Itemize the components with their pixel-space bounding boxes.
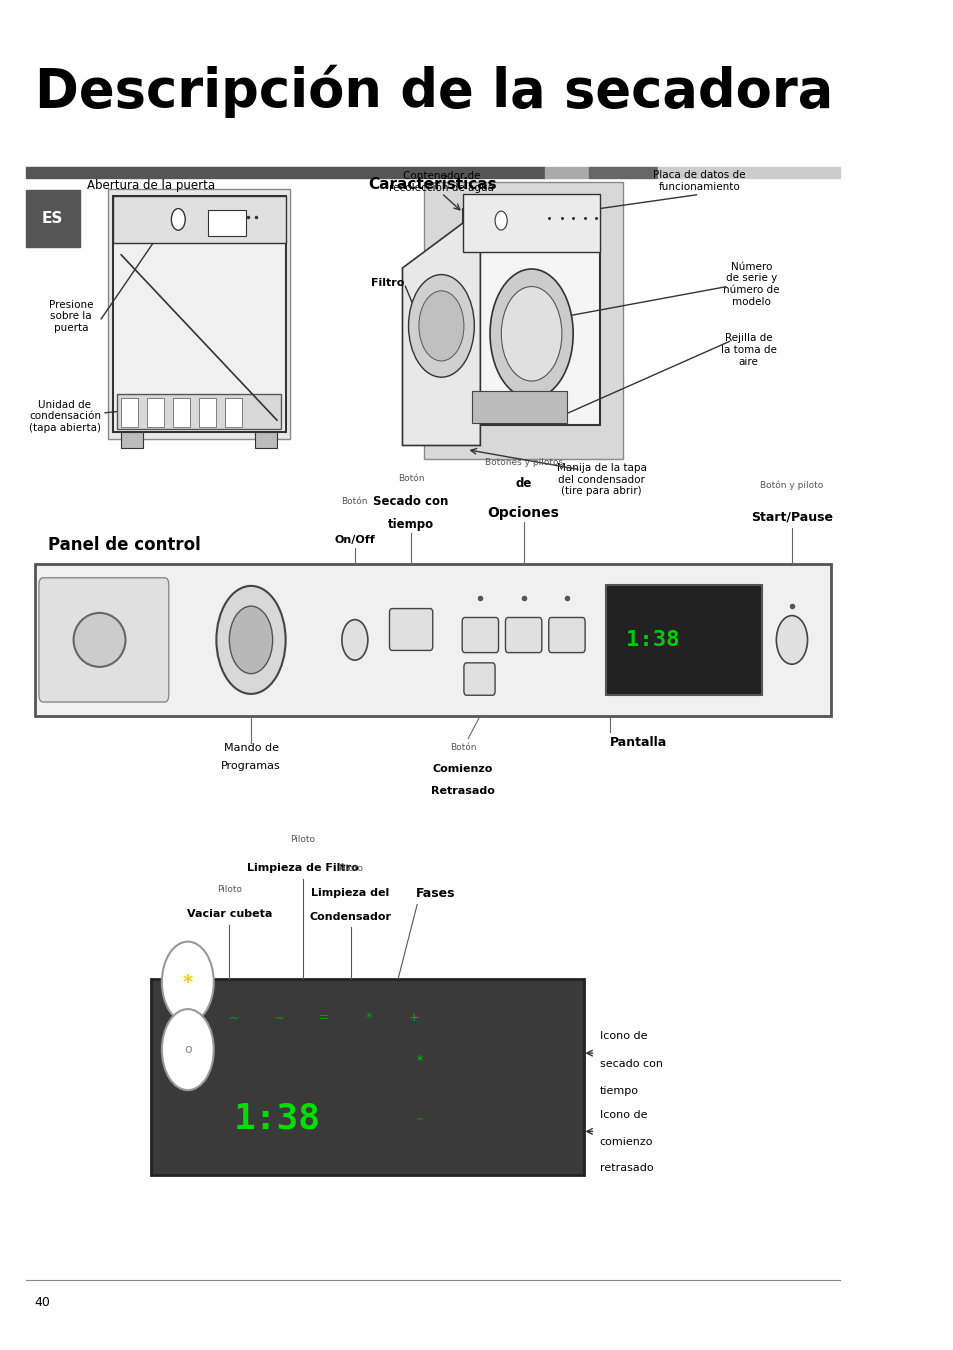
FancyBboxPatch shape: [461, 617, 498, 652]
Text: Botón y piloto: Botón y piloto: [760, 481, 822, 490]
FancyBboxPatch shape: [463, 663, 495, 695]
Circle shape: [490, 269, 573, 398]
Text: retrasado: retrasado: [599, 1164, 653, 1173]
Text: Presione
sobre la
puerta: Presione sobre la puerta: [49, 300, 93, 333]
Text: 1:38: 1:38: [625, 630, 679, 649]
Text: Retrasado: Retrasado: [431, 786, 495, 795]
Bar: [199, 398, 216, 427]
Bar: [471, 392, 566, 423]
Circle shape: [500, 286, 561, 381]
Bar: [121, 398, 138, 427]
Text: Vaciar cubeta: Vaciar cubeta: [187, 910, 272, 919]
Text: Número
de serie y
número de
modelo: Número de serie y número de modelo: [722, 262, 779, 306]
Text: 1:38: 1:38: [233, 1102, 320, 1135]
Text: Botón: Botón: [397, 474, 424, 483]
Text: Mando de: Mando de: [223, 743, 278, 752]
Text: ~: ~: [228, 1011, 238, 1025]
Circle shape: [216, 586, 285, 694]
Text: Opciones: Opciones: [487, 506, 559, 520]
Text: Botón: Botón: [449, 743, 476, 752]
Text: On/Off: On/Off: [335, 536, 375, 545]
Text: Panel de control: Panel de control: [48, 536, 200, 554]
Text: *: *: [183, 972, 193, 992]
Bar: [462, 194, 599, 252]
Text: *: *: [416, 1054, 422, 1068]
Text: 40: 40: [34, 1296, 51, 1310]
FancyBboxPatch shape: [505, 617, 541, 652]
Circle shape: [162, 942, 213, 1023]
Text: Limpieza de Filtro: Limpieza de Filtro: [247, 864, 358, 873]
Text: Programas: Programas: [221, 761, 280, 771]
Circle shape: [341, 620, 368, 660]
Bar: [545, 167, 588, 178]
Text: comienzo: comienzo: [599, 1137, 653, 1148]
Text: Piloto: Piloto: [337, 864, 363, 873]
Text: Icono de: Icono de: [599, 1031, 647, 1041]
Text: Filtro: Filtro: [371, 278, 404, 289]
Bar: [121, 432, 143, 448]
Text: Piloto: Piloto: [290, 834, 315, 844]
Bar: [34, 564, 830, 716]
FancyBboxPatch shape: [548, 617, 584, 652]
Bar: [225, 398, 242, 427]
Polygon shape: [402, 211, 480, 446]
Text: Abertura de la puerta: Abertura de la puerta: [87, 178, 214, 192]
Circle shape: [776, 616, 806, 664]
Text: de: de: [515, 477, 531, 490]
Text: Pantalla: Pantalla: [610, 736, 667, 749]
Bar: [26, 190, 79, 247]
Bar: [172, 398, 191, 427]
Text: Comienzo: Comienzo: [433, 764, 493, 774]
Text: ~: ~: [274, 1011, 284, 1025]
Text: Start/Pause: Start/Pause: [750, 510, 832, 524]
Text: ~: ~: [416, 1115, 423, 1125]
Text: Unidad de
condensación
(tapa abierta): Unidad de condensación (tapa abierta): [29, 400, 101, 433]
Bar: [255, 432, 276, 448]
Text: Limpieza del: Limpieza del: [311, 888, 389, 898]
Bar: [424, 182, 622, 459]
Text: ES: ES: [42, 211, 64, 227]
Circle shape: [162, 1010, 213, 1091]
Circle shape: [418, 290, 463, 360]
Text: Fases: Fases: [415, 887, 455, 900]
Circle shape: [495, 211, 507, 230]
Bar: [658, 167, 839, 178]
Text: secado con: secado con: [599, 1058, 662, 1069]
Text: Botón: Botón: [341, 497, 368, 506]
Bar: [116, 394, 281, 429]
Text: +: +: [408, 1011, 418, 1025]
Bar: [588, 167, 658, 178]
Circle shape: [172, 209, 185, 230]
Text: tiempo: tiempo: [388, 517, 434, 531]
Text: =: =: [318, 1011, 329, 1025]
Bar: [462, 209, 599, 425]
Bar: [112, 196, 285, 243]
Text: Manija de la tapa
del condensador
(tire para abrir): Manija de la tapa del condensador (tire …: [556, 463, 646, 497]
Text: Contenedor de
recolección de agua: Contenedor de recolección de agua: [389, 171, 494, 193]
Bar: [208, 209, 246, 236]
Bar: [108, 189, 290, 439]
Text: *: *: [365, 1011, 372, 1025]
Circle shape: [229, 606, 273, 674]
Bar: [112, 196, 285, 432]
Text: Placa de datos de
funcionamiento: Placa de datos de funcionamiento: [653, 170, 745, 192]
Text: Condensador: Condensador: [309, 913, 391, 922]
Text: Rejilla de
la toma de
aire: Rejilla de la toma de aire: [720, 333, 776, 367]
Bar: [152, 979, 583, 1174]
Ellipse shape: [73, 613, 126, 667]
Text: Icono de: Icono de: [599, 1110, 647, 1119]
Bar: [605, 585, 760, 695]
Circle shape: [408, 274, 474, 377]
Text: Características: Características: [368, 177, 497, 192]
Bar: [147, 398, 164, 427]
Text: Descripción de la secadora: Descripción de la secadora: [34, 65, 832, 117]
Text: Piloto: Piloto: [216, 884, 242, 894]
FancyBboxPatch shape: [39, 578, 169, 702]
Bar: [26, 167, 545, 178]
FancyBboxPatch shape: [389, 609, 433, 651]
Text: tiempo: tiempo: [599, 1087, 639, 1096]
Text: o: o: [184, 1044, 192, 1056]
Text: Secado con: Secado con: [373, 494, 448, 508]
Text: Botones y pilotos: Botones y pilotos: [484, 458, 562, 467]
